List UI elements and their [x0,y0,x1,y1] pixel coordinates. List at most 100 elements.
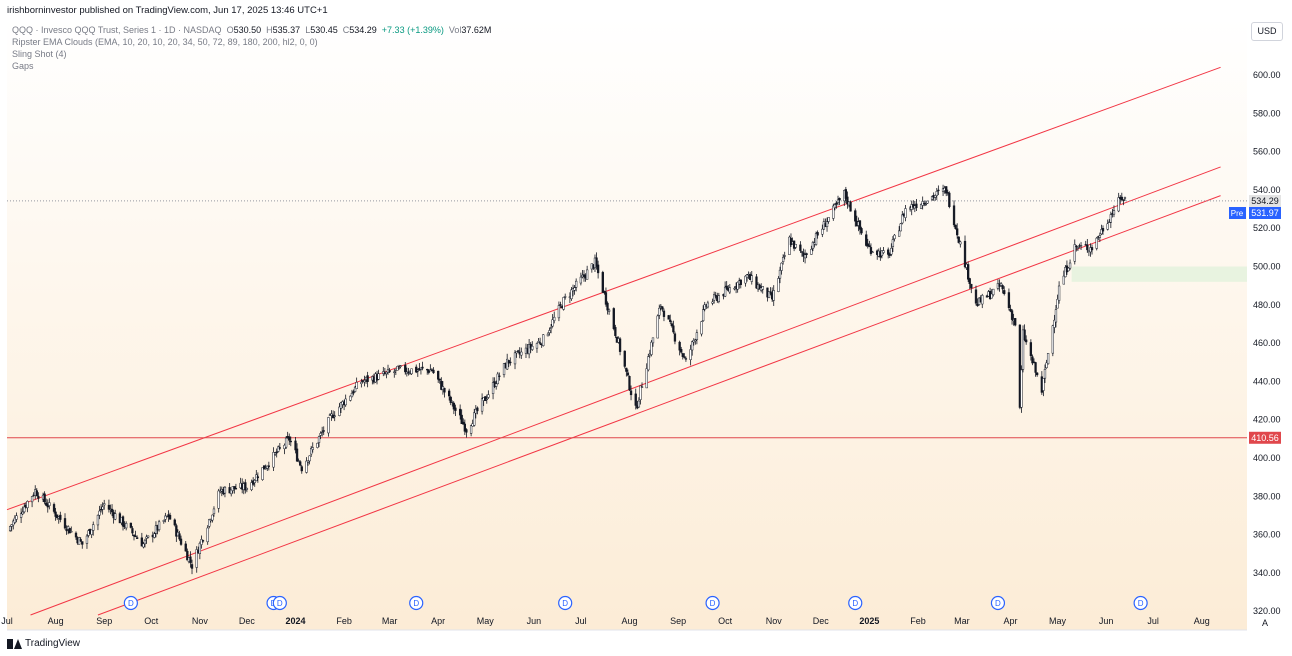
candle [469,424,473,437]
candle [1042,378,1045,397]
candle [999,282,1003,287]
candle [427,369,430,375]
indicator-ema-clouds[interactable]: Ripster EMA Clouds (EMA, 10, 20, 10, 20,… [12,37,318,47]
candle [43,491,46,505]
candle [670,321,673,328]
dividend-marker[interactable]: D [848,595,863,611]
close-label: C [342,25,350,35]
candle [865,230,868,247]
dividend-marker[interactable]: D [705,595,720,611]
candle [1009,304,1012,313]
candle [887,247,890,259]
candle [1079,242,1083,250]
dividend-marker[interactable]: D [272,595,287,611]
candle [421,361,424,371]
candle [800,250,804,257]
candle [491,377,495,400]
x-tick-label: Apr [1003,616,1017,626]
candle [443,387,446,398]
candle [349,395,352,402]
candle [789,233,793,247]
currency-button[interactable]: USD [1251,22,1283,41]
candle [275,448,278,458]
candle [1062,270,1065,285]
candle [142,541,145,549]
x-tick-label: 2025 [859,616,879,626]
dividend-marker[interactable]: D [558,595,573,611]
candle [678,340,681,356]
auto-scale-button[interactable]: A [1262,618,1269,628]
x-tick-label: Jun [1099,616,1114,626]
candle [114,509,117,521]
candle [888,252,891,259]
candle [37,492,40,503]
chart-legend[interactable]: QQQ · Invesco QQQ Trust, Series 1 · 1D ·… [12,24,491,72]
svg-text:D: D [277,599,283,608]
indicator-gaps[interactable]: Gaps [12,61,34,71]
candle [463,419,466,435]
candle [634,388,637,410]
candle [262,465,266,470]
candle [537,337,540,344]
candle [310,445,313,457]
candle [200,535,203,549]
x-tick-label: Jul [1,616,13,626]
candle [15,512,18,523]
candle [206,525,209,545]
dividend-marker[interactable]: D [409,595,424,611]
candle [316,442,319,449]
dividend-markers[interactable]: DDDDDDDDD [123,595,1148,611]
candle [930,195,934,201]
candle [339,401,343,413]
candle [990,289,993,299]
candle [438,378,441,384]
candle [178,530,181,541]
candle [549,324,553,334]
candle [772,285,775,306]
candle [810,245,813,255]
candle [267,461,270,471]
candle [957,236,960,244]
candle [462,418,465,425]
y-tick-label: 560.00 [1253,147,1281,157]
candle [954,224,957,230]
candle [440,377,443,391]
dividend-marker[interactable]: D [123,595,138,611]
candle [559,301,562,308]
candle [1025,335,1028,345]
candle [397,364,401,370]
candle [844,186,848,204]
dividend-marker[interactable]: D [990,595,1006,611]
candle [507,360,510,368]
candle [1043,364,1047,383]
candle [788,235,791,255]
candle [606,301,609,315]
indicator-sling-shot[interactable]: Sling Shot (4) [12,49,67,59]
candle [460,409,463,425]
symbol-title[interactable]: QQQ · Invesco QQQ Trust, Series 1 · 1D ·… [12,25,222,35]
time-axis[interactable]: Jul Aug Sep Oct Nov Dec 2024 Feb Mar Apr May Jun Jul… [1,616,1247,631]
price-axis[interactable]: 320.00 340.00 360.00 380.00 400.00 420.00 440.… [1253,70,1281,616]
candle [92,521,95,536]
candle [186,548,189,561]
candle [626,369,630,377]
x-tick-label: Dec [239,616,256,626]
last-price-label: 534.29 [1249,195,1281,207]
candle [23,503,26,514]
candle [637,397,641,408]
candle [1029,339,1033,361]
candle [278,442,281,450]
candle [1003,286,1006,296]
candle [1021,325,1025,373]
candle [135,535,139,539]
candle [319,431,322,440]
candle [110,504,114,517]
candle [667,314,670,320]
candle [625,367,628,377]
candle [437,370,440,383]
candle [449,395,452,406]
candle [1054,305,1058,328]
candle [952,200,956,228]
dividend-marker[interactable]: D [1133,595,1148,611]
